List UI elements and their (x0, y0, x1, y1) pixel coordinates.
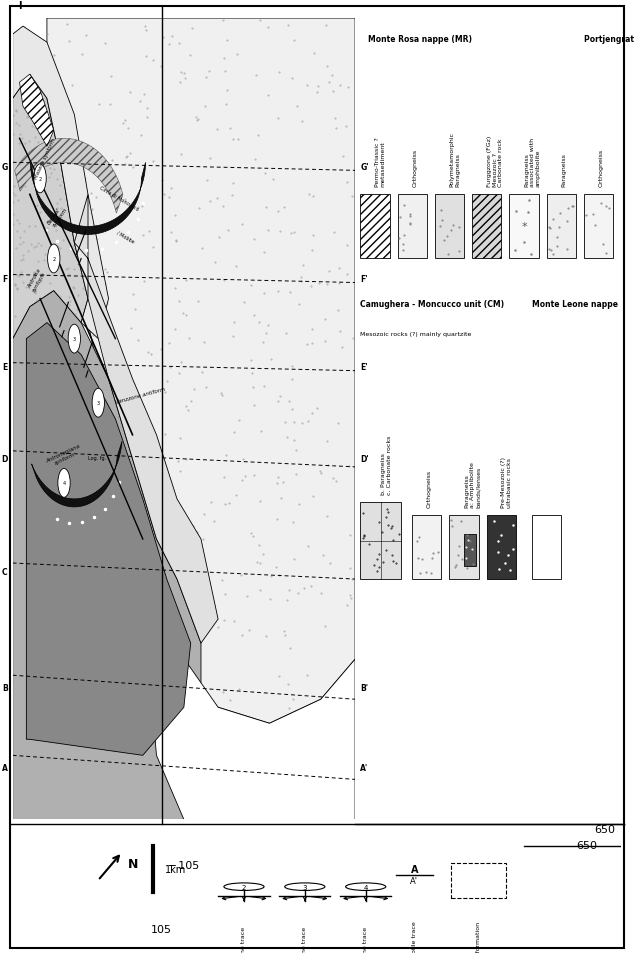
Text: D3 Axial plane trace: D3 Axial plane trace (302, 926, 307, 953)
Bar (412, 516, 441, 579)
Text: 4: 4 (63, 481, 65, 486)
Text: A: A (2, 763, 8, 772)
Circle shape (285, 883, 325, 890)
Text: B: B (2, 683, 8, 692)
Text: 2: 2 (52, 256, 55, 262)
Text: 3: 3 (302, 883, 307, 890)
Text: I: I (18, 1, 22, 11)
Text: N: N (128, 857, 139, 870)
Bar (398, 195, 427, 259)
Circle shape (92, 389, 105, 417)
Bar (435, 195, 464, 259)
Polygon shape (47, 19, 355, 723)
Text: Paragneiss: Paragneiss (561, 153, 566, 187)
Text: 2: 2 (39, 176, 42, 182)
Text: b. Paragneiss
c. Carbonate rocks: b. Paragneiss c. Carbonate rocks (381, 436, 392, 495)
Text: Profile trace: Profile trace (412, 921, 417, 953)
Bar (584, 195, 613, 259)
Text: Monte Leone nappe: Monte Leone nappe (532, 299, 618, 308)
Bar (486, 516, 516, 579)
Polygon shape (13, 75, 88, 339)
Text: D': D' (360, 455, 369, 464)
Circle shape (224, 883, 264, 890)
Polygon shape (150, 619, 355, 820)
Polygon shape (27, 323, 191, 756)
Polygon shape (13, 27, 108, 339)
Text: 3: 3 (97, 401, 100, 406)
Text: Camughera - Moncucco unit (CM): Camughera - Moncucco unit (CM) (360, 299, 505, 308)
Bar (621, 195, 634, 259)
Polygon shape (32, 442, 122, 507)
Text: 105: 105 (151, 924, 172, 934)
Bar (451, 863, 506, 898)
Text: C': C' (360, 567, 368, 576)
Text: F': F' (360, 274, 368, 284)
Polygon shape (15, 139, 123, 213)
Bar (532, 516, 561, 579)
Text: 2: 2 (242, 883, 246, 890)
Text: Masera synform: Masera synform (33, 138, 56, 180)
Bar (360, 502, 401, 579)
Polygon shape (74, 195, 218, 643)
Text: Log. fg.: Log. fg. (88, 456, 106, 460)
Text: D2 Axial plane trace: D2 Axial plane trace (242, 926, 247, 953)
Text: A': A' (410, 876, 418, 885)
Circle shape (48, 245, 60, 274)
Polygon shape (13, 292, 201, 820)
Bar (547, 195, 576, 259)
Text: Furggzone (FGz)
Mesozoic ?
Carbonate rock: Furggzone (FGz) Mesozoic ? Carbonate roc… (487, 136, 503, 187)
Text: Antrona
synform: Antrona synform (27, 268, 47, 293)
Text: B': B' (360, 683, 368, 692)
Bar (472, 195, 501, 259)
Text: Orthogneiss: Orthogneiss (598, 149, 604, 187)
Circle shape (34, 165, 46, 193)
Text: ─ 105: ─ 105 (168, 860, 200, 869)
Text: *: * (521, 222, 527, 233)
Text: C: C (2, 567, 8, 576)
Text: Pre-Mesozoic (?)
ultrabasic rocks: Pre-Mesozoic (?) ultrabasic rocks (501, 456, 512, 507)
Text: Paragneiss
a: Amphibolite
bands/lenses: Paragneiss a: Amphibolite bands/lenses (464, 461, 481, 507)
Text: 650: 650 (594, 824, 615, 834)
Text: E: E (3, 363, 8, 372)
Text: / Mobbe: / Mobbe (115, 230, 135, 244)
Bar (450, 516, 479, 579)
Text: Monte Rosa nappe (MR): Monte Rosa nappe (MR) (368, 35, 472, 44)
Circle shape (58, 469, 70, 497)
Text: Polymetamorphic
Paragneiss: Polymetamorphic Paragneiss (450, 132, 460, 187)
Text: A': A' (360, 763, 368, 772)
Text: A: A (411, 864, 418, 874)
Text: G: G (1, 163, 8, 172)
Bar (510, 195, 539, 259)
Bar (360, 195, 390, 259)
Circle shape (68, 325, 81, 354)
Text: Paragneiss
associated with
amphibolite: Paragneiss associated with amphibolite (524, 138, 541, 187)
Text: G': G' (360, 163, 369, 172)
Text: 1km: 1km (165, 864, 186, 874)
Text: Antronapiana
synform: Antronapiana synform (45, 443, 83, 468)
Text: Vanzzone antiform: Vanzzone antiform (115, 386, 166, 404)
Polygon shape (30, 163, 146, 235)
Text: 3: 3 (73, 336, 76, 342)
Text: Permo-Triassic ?
metasediment: Permo-Triassic ? metasediment (375, 137, 386, 187)
Text: Mesozoic rocks (?) mainly quartzite: Mesozoic rocks (?) mainly quartzite (360, 332, 472, 336)
Text: 4: 4 (363, 883, 368, 890)
Text: Portjengrat unit (PG): Portjengrat unit (PG) (584, 35, 634, 44)
Bar (464, 535, 476, 567)
Polygon shape (13, 19, 355, 820)
Text: Cima di Moncucco: Cima di Moncucco (98, 186, 139, 213)
Text: Orthogneiss: Orthogneiss (427, 469, 432, 507)
Text: 650: 650 (576, 841, 597, 850)
Text: F: F (3, 274, 8, 284)
Text: Orthogneiss: Orthogneiss (412, 149, 417, 187)
Text: D: D (1, 455, 8, 464)
Circle shape (346, 883, 385, 890)
Text: Zone of weak deformation: Zone of weak deformation (476, 921, 481, 953)
Text: Berisal
synform: Berisal synform (47, 204, 68, 228)
Polygon shape (20, 75, 54, 147)
Text: D3 Axial plane trace: D3 Axial plane trace (363, 926, 368, 953)
Text: E': E' (360, 363, 368, 372)
